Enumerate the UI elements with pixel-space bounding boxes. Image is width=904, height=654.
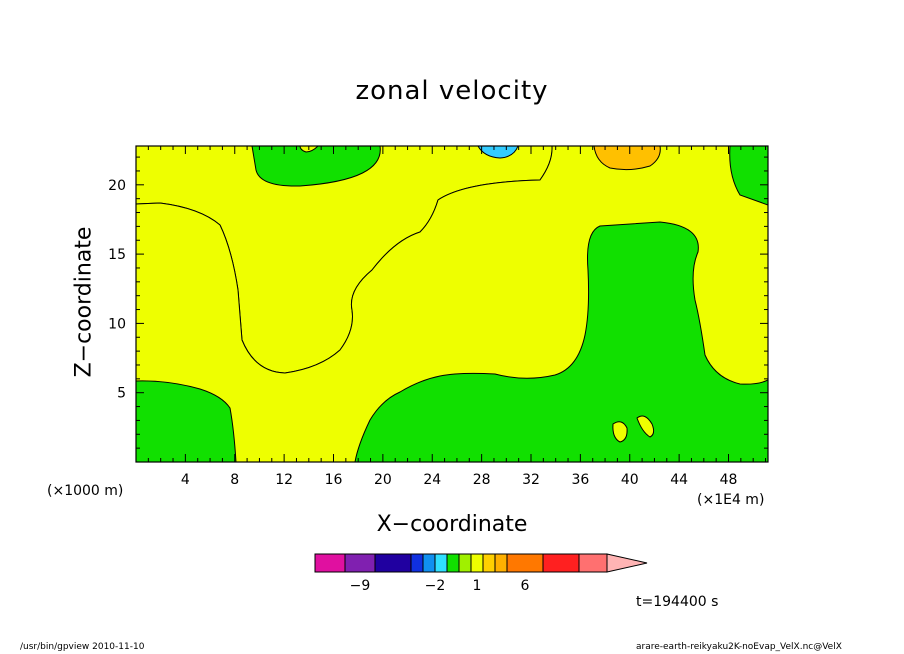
colorbar-swatch	[446, 553, 460, 573]
colorbar-label: −9	[350, 578, 371, 594]
x-tick-label: 40	[621, 472, 639, 488]
y-tick-label: 15	[108, 247, 126, 263]
x-tick-label: 20	[374, 472, 392, 488]
time-label: t=194400 s	[636, 594, 719, 610]
colorbar-swatch	[542, 553, 580, 573]
colorbar-swatch	[482, 553, 496, 573]
plot-frame	[135, 145, 769, 463]
colorbar-swatch	[494, 553, 508, 573]
orange-patch	[593, 146, 661, 171]
cyan-patch	[477, 146, 519, 159]
x-axis-unit-left: (×1000 m)	[47, 483, 124, 499]
x-axis-label: X−coordinate	[376, 512, 528, 537]
yellow-region-right	[136, 146, 768, 462]
x-tick-label: 24	[423, 472, 441, 488]
colorbar-swatch	[578, 553, 608, 573]
x-tick-label: 44	[670, 472, 688, 488]
x-tick-label: 28	[473, 472, 491, 488]
colorbar-label: 6	[521, 578, 530, 594]
y-tick-label: 20	[108, 178, 126, 194]
colorbar-swatch	[422, 553, 436, 573]
x-tick-label: 12	[275, 472, 293, 488]
footer-command: /usr/bin/gpview 2010-11-10	[20, 642, 145, 652]
x-tick-label: 16	[325, 472, 343, 488]
colorbar-swatch	[470, 553, 484, 573]
colorbar-swatch	[344, 553, 376, 573]
x-tick-label: 36	[571, 472, 589, 488]
colorbar-arrow	[606, 553, 648, 573]
yellow-islet-2	[636, 415, 655, 438]
colorbar-label: 1	[473, 578, 482, 594]
colorbar-swatch	[458, 553, 472, 573]
chart-title: zonal velocity	[355, 76, 549, 106]
colorbar-swatch	[314, 553, 346, 573]
x-tick-label: 4	[181, 472, 190, 488]
colorbar-swatch	[374, 553, 412, 573]
y-tick-label: 5	[117, 386, 126, 402]
yellow-islet-1	[612, 421, 628, 443]
footer-file: arare-earth-reikyaku2K-noEvap_VelX.nc@Ve…	[636, 642, 842, 652]
colorbar-swatch	[434, 553, 448, 573]
contour-fields	[136, 146, 768, 462]
colorbar-swatch	[506, 553, 544, 573]
colorbar-label: −2	[425, 578, 446, 594]
x-tick-label: 48	[720, 472, 738, 488]
x-tick-label: 32	[522, 472, 540, 488]
x-tick-label: 8	[230, 472, 239, 488]
x-axis-unit-right: (×1E4 m)	[697, 492, 765, 508]
colorbar-swatch	[410, 553, 424, 573]
y-tick-label: 10	[108, 316, 126, 332]
colorbar: −9 −2 1 6	[314, 553, 648, 594]
